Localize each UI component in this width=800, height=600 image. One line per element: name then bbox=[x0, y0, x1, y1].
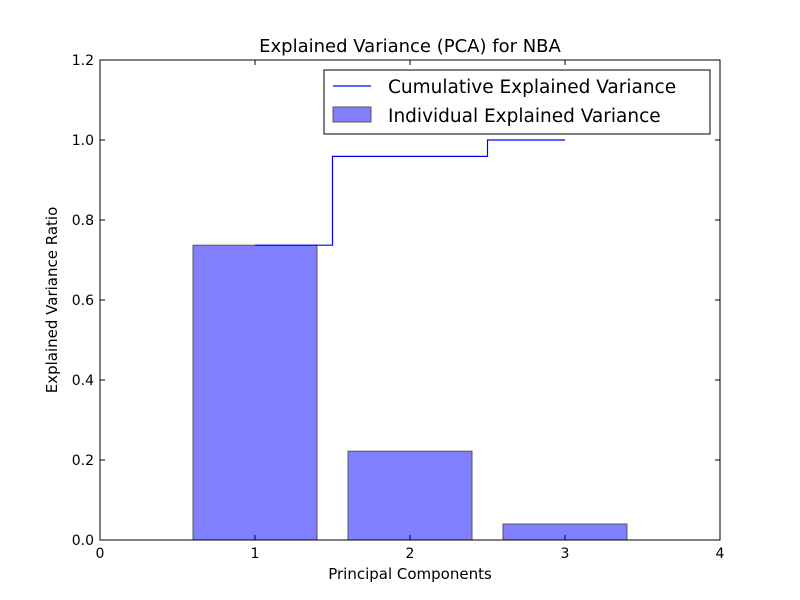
legend-individual-swatch bbox=[332, 106, 372, 123]
x-tick-label: 1 bbox=[251, 546, 260, 562]
y-tick-label: 0.6 bbox=[72, 293, 94, 309]
y-axis-label: Explained Variance Ratio bbox=[43, 207, 61, 394]
y-tick-label: 0.0 bbox=[72, 533, 94, 549]
y-tick-label: 0.4 bbox=[72, 373, 94, 389]
x-tick-label: 0 bbox=[96, 546, 105, 562]
x-tick-label: 3 bbox=[561, 546, 570, 562]
x-tick-label: 4 bbox=[716, 546, 725, 562]
x-axis-label: Principal Components bbox=[328, 565, 492, 583]
y-tick-label: 0.2 bbox=[72, 453, 94, 469]
bar-group bbox=[192, 244, 628, 541]
y-axis: 0.0 0.2 0.4 0.6 0.8 1.0 1.2 bbox=[72, 53, 720, 549]
x-axis: 0 1 2 3 4 bbox=[96, 60, 725, 562]
cumulative-step-line bbox=[255, 139, 565, 246]
x-tick-label: 2 bbox=[406, 546, 415, 562]
y-tick-label: 1.0 bbox=[72, 133, 94, 149]
legend-individual-label: Individual Explained Variance bbox=[388, 106, 661, 127]
bar-pc-2 bbox=[347, 450, 473, 541]
legend-cumulative-label: Cumulative Explained Variance bbox=[388, 77, 676, 98]
chart-title: Explained Variance (PCA) for NBA bbox=[259, 36, 561, 57]
legend: Cumulative Explained Variance Individual… bbox=[323, 69, 711, 135]
cumulative-line-group bbox=[255, 139, 565, 246]
y-tick-label: 1.2 bbox=[72, 53, 94, 69]
y-tick-label: 0.8 bbox=[72, 213, 94, 229]
legend-box bbox=[323, 69, 711, 135]
bar-pc-1 bbox=[192, 244, 318, 541]
